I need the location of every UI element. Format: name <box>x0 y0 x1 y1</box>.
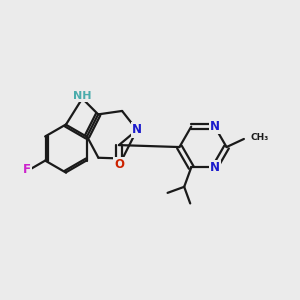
Text: NH: NH <box>73 91 92 101</box>
Text: O: O <box>114 158 124 171</box>
Text: CH₃: CH₃ <box>250 133 268 142</box>
Text: N: N <box>210 161 220 174</box>
Text: F: F <box>23 163 31 176</box>
Text: N: N <box>210 120 220 133</box>
Text: N: N <box>132 123 142 136</box>
